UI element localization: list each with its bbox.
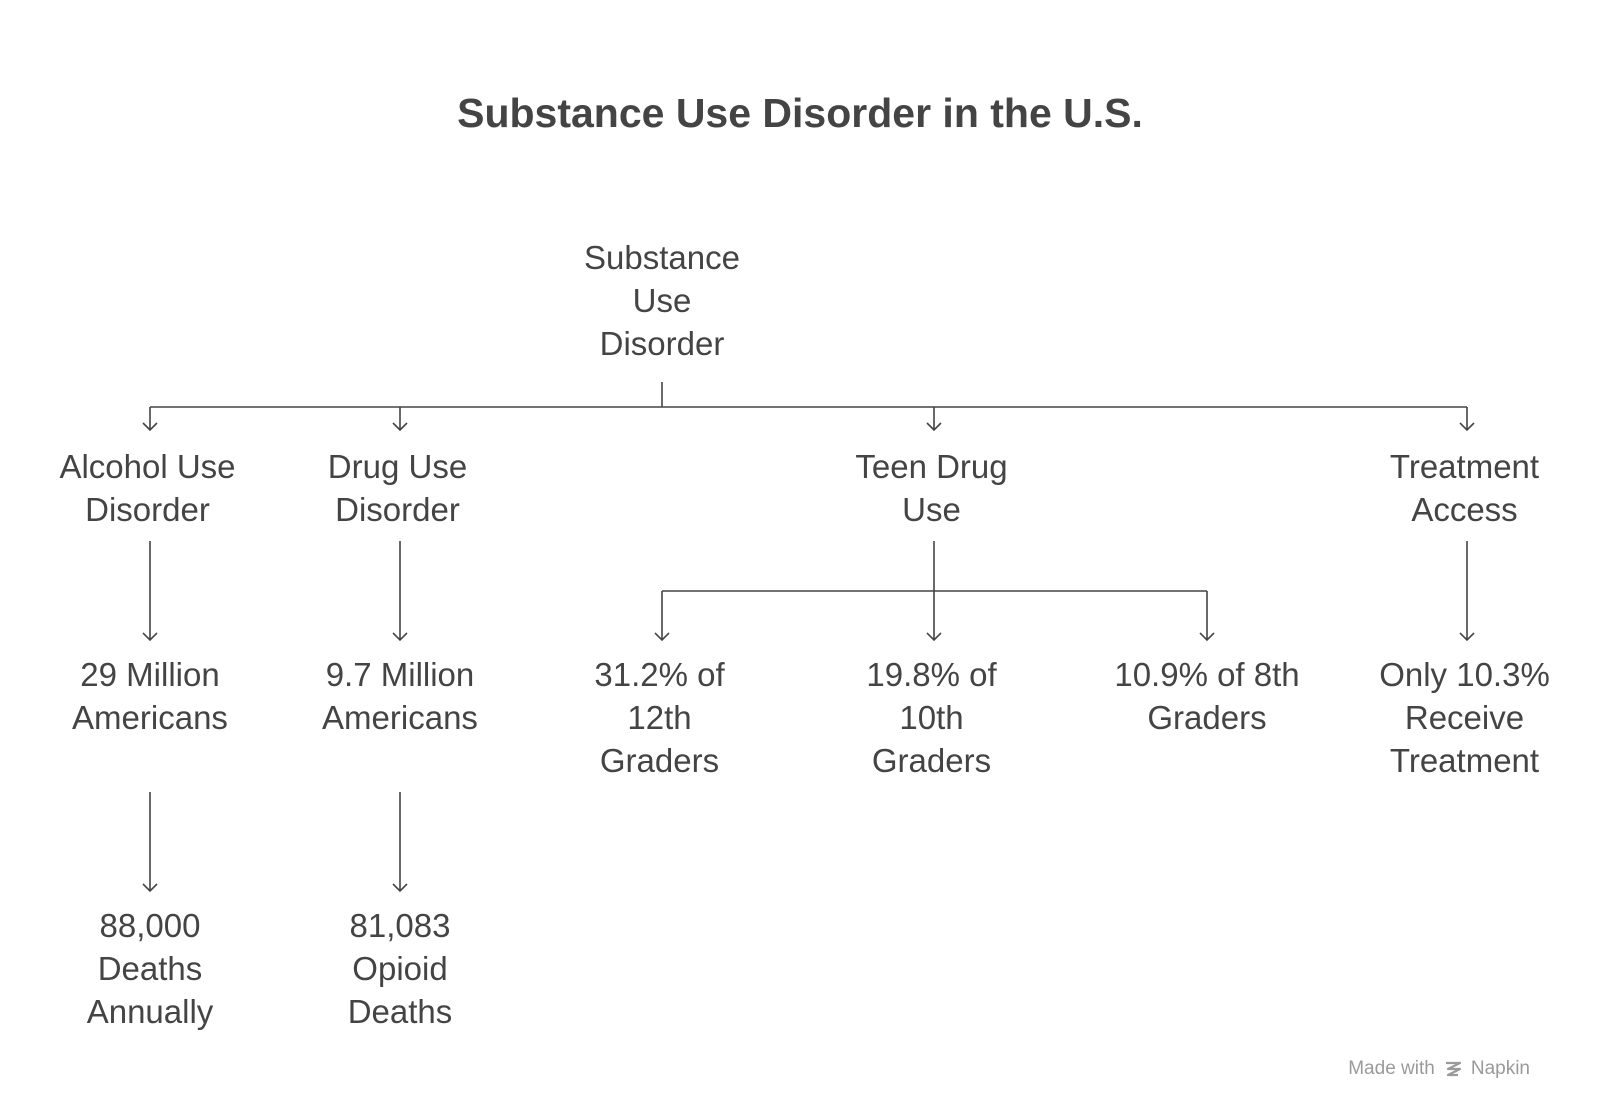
edge-teen-8th bbox=[1199, 591, 1215, 642]
napkin-logo-icon bbox=[1445, 1061, 1461, 1077]
edge-teen-12th bbox=[654, 591, 670, 642]
node-treatment-rate: Only 10.3% Receive Treatment bbox=[1379, 656, 1550, 779]
edge-teen-10th bbox=[926, 591, 942, 642]
node-drug-use-disorder: Drug Use Disorder bbox=[327, 448, 468, 528]
node-alcohol-use-disorder: Alcohol Use Disorder bbox=[59, 448, 236, 528]
node-8th-graders: 10.9% of 8th Graders bbox=[1114, 656, 1300, 736]
node-12th-graders: 31.2% of 12th Graders bbox=[594, 656, 725, 779]
edge-treatment-only bbox=[1459, 541, 1475, 642]
node-teen-drug-use: Teen Drug Use bbox=[855, 448, 1008, 528]
node-9-7-million-americans: 9.7 Million Americans bbox=[322, 656, 478, 736]
edge-root-alcohol bbox=[142, 407, 158, 432]
watermark-prefix: Made with bbox=[1348, 1058, 1435, 1079]
edge-root-treatment bbox=[1459, 407, 1475, 432]
watermark-brand: Napkin bbox=[1470, 1058, 1530, 1079]
node-treatment-access: Treatment Access bbox=[1389, 448, 1540, 528]
edge-alcohol-29m bbox=[142, 541, 158, 642]
node-29-million-americans: 29 Million Americans bbox=[72, 656, 228, 736]
edge-29m-deaths bbox=[142, 792, 158, 893]
edge-drug-97m bbox=[392, 541, 408, 642]
node-88000-deaths: 88,000 Deaths Annually bbox=[86, 907, 214, 1030]
page-title: Substance Use Disorder in the U.S. bbox=[457, 90, 1143, 136]
edge-root-drug bbox=[392, 407, 408, 432]
edge-97m-opioid bbox=[392, 792, 408, 893]
node-10th-graders: 19.8% of 10th Graders bbox=[866, 656, 997, 779]
watermark[interactable]: Made with Napkin bbox=[1348, 1058, 1530, 1080]
root-node: Substance Use Disorder bbox=[584, 239, 740, 362]
edge-root-teen bbox=[926, 407, 942, 432]
node-81083-opioid-deaths: 81,083 Opioid Deaths bbox=[347, 907, 453, 1030]
